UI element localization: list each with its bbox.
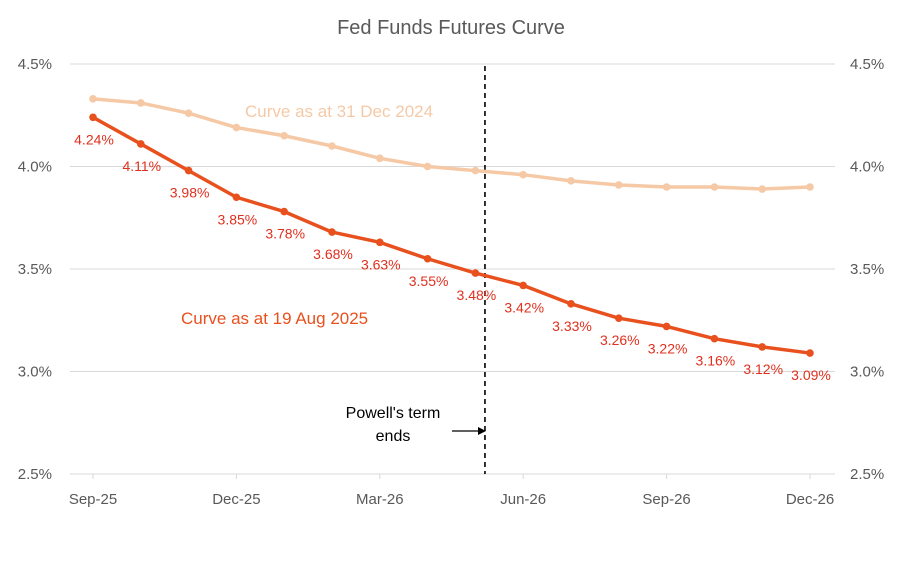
data-label: 3.63% — [361, 256, 401, 272]
y-tick-label-left: 4.0% — [18, 159, 52, 176]
gridlines — [70, 63, 835, 475]
y-axis-left: 2.5% 3.0% 3.5% 4.0% 4.5% — [18, 56, 52, 483]
series-1-point — [758, 343, 766, 351]
x-tick-label: Mar-26 — [356, 491, 404, 508]
series-1-point — [806, 349, 814, 357]
data-label: 3.42% — [504, 299, 544, 315]
series-0-point — [519, 170, 527, 179]
y-tick-label-right: 4.0% — [850, 159, 884, 176]
series-line-1 — [92, 115, 811, 355]
x-axis: Sep-25 Dec-25 Mar-26 Jun-26 Sep-26 Dec-26 — [69, 473, 835, 508]
x-tick-label: Jun-26 — [500, 491, 546, 508]
y-axis-right: 2.5% 3.0% 3.5% 4.0% 4.5% — [850, 56, 884, 483]
x-tick-label: Sep-25 — [69, 491, 117, 508]
series-0-point — [710, 183, 719, 191]
series-1-point — [710, 334, 719, 343]
series-1-point — [615, 314, 623, 323]
series-0-point — [328, 142, 336, 150]
series-0-point — [137, 99, 145, 107]
legend-label-dec-2024: Curve as at 31 Dec 2024 — [245, 102, 433, 121]
series-0-point — [567, 177, 575, 185]
x-tick-label: Sep-26 — [642, 491, 690, 508]
series-0-point — [280, 131, 289, 140]
y-tick-label-left: 4.5% — [18, 56, 52, 73]
chart-title: Fed Funds Futures Curve — [337, 17, 565, 39]
data-label: 3.26% — [600, 332, 640, 348]
series-0-point — [806, 183, 814, 191]
powell-annotation-line1: Powell's term — [346, 405, 441, 422]
y-tick-label-right: 3.5% — [850, 261, 884, 278]
series-0-point — [615, 181, 623, 189]
series-1-point — [519, 281, 527, 290]
data-label: 4.11% — [122, 158, 161, 174]
x-tick-label: Dec-25 — [212, 491, 260, 508]
data-label: 3.12% — [743, 361, 783, 377]
series-1-point — [232, 193, 241, 202]
series-1-point — [567, 300, 575, 308]
series-1-point — [662, 322, 671, 331]
data-label: 3.22% — [648, 340, 688, 356]
data-label: 4.24% — [74, 131, 114, 147]
series-1-point — [280, 207, 289, 216]
data-label: 3.55% — [409, 273, 449, 289]
y-tick-label-right: 4.5% — [850, 56, 884, 73]
powell-annotation-arrow — [452, 427, 486, 435]
y-tick-label-right: 3.0% — [850, 364, 884, 381]
y-tick-label-right: 2.5% — [850, 466, 884, 483]
series-0-point — [184, 109, 193, 117]
y-tick-label-left: 3.5% — [18, 261, 52, 278]
data-label: 3.16% — [696, 353, 736, 369]
series-0-point — [423, 162, 432, 171]
data-label: 3.09% — [791, 367, 831, 383]
series-0-point — [471, 166, 480, 175]
data-label: 3.33% — [552, 318, 592, 334]
series-1-point — [184, 166, 193, 175]
y-tick-label-left: 2.5% — [18, 466, 52, 483]
data-label: 3.85% — [218, 211, 258, 227]
series-line-0 — [92, 97, 811, 191]
data-label: 3.98% — [170, 185, 210, 201]
series-1-point — [471, 269, 480, 277]
legend-label-aug-2025: Curve as at 19 Aug 2025 — [181, 309, 368, 328]
series-0-point — [89, 95, 97, 103]
series-0-point — [232, 123, 241, 132]
series-1-point — [137, 140, 145, 148]
y-tick-label-left: 3.0% — [18, 364, 52, 381]
series-1-point — [423, 254, 432, 263]
powell-annotation-line2: ends — [376, 428, 411, 445]
x-tick-label: Dec-26 — [786, 491, 834, 508]
series-group — [89, 95, 814, 357]
data-label: 3.78% — [265, 226, 305, 242]
data-label: 3.68% — [313, 246, 353, 262]
series-0-point — [376, 154, 384, 163]
data-labels: 4.24% 4.11% 3.98% 3.85% 3.78% 3.68% 3.63% 3.55%… — [74, 131, 831, 383]
series-1-point — [89, 113, 97, 122]
series-1-point — [328, 228, 336, 236]
series-0-point — [662, 183, 671, 191]
data-label: 3.48% — [457, 287, 497, 303]
series-1-point — [376, 238, 384, 247]
series-0-point — [758, 185, 766, 193]
